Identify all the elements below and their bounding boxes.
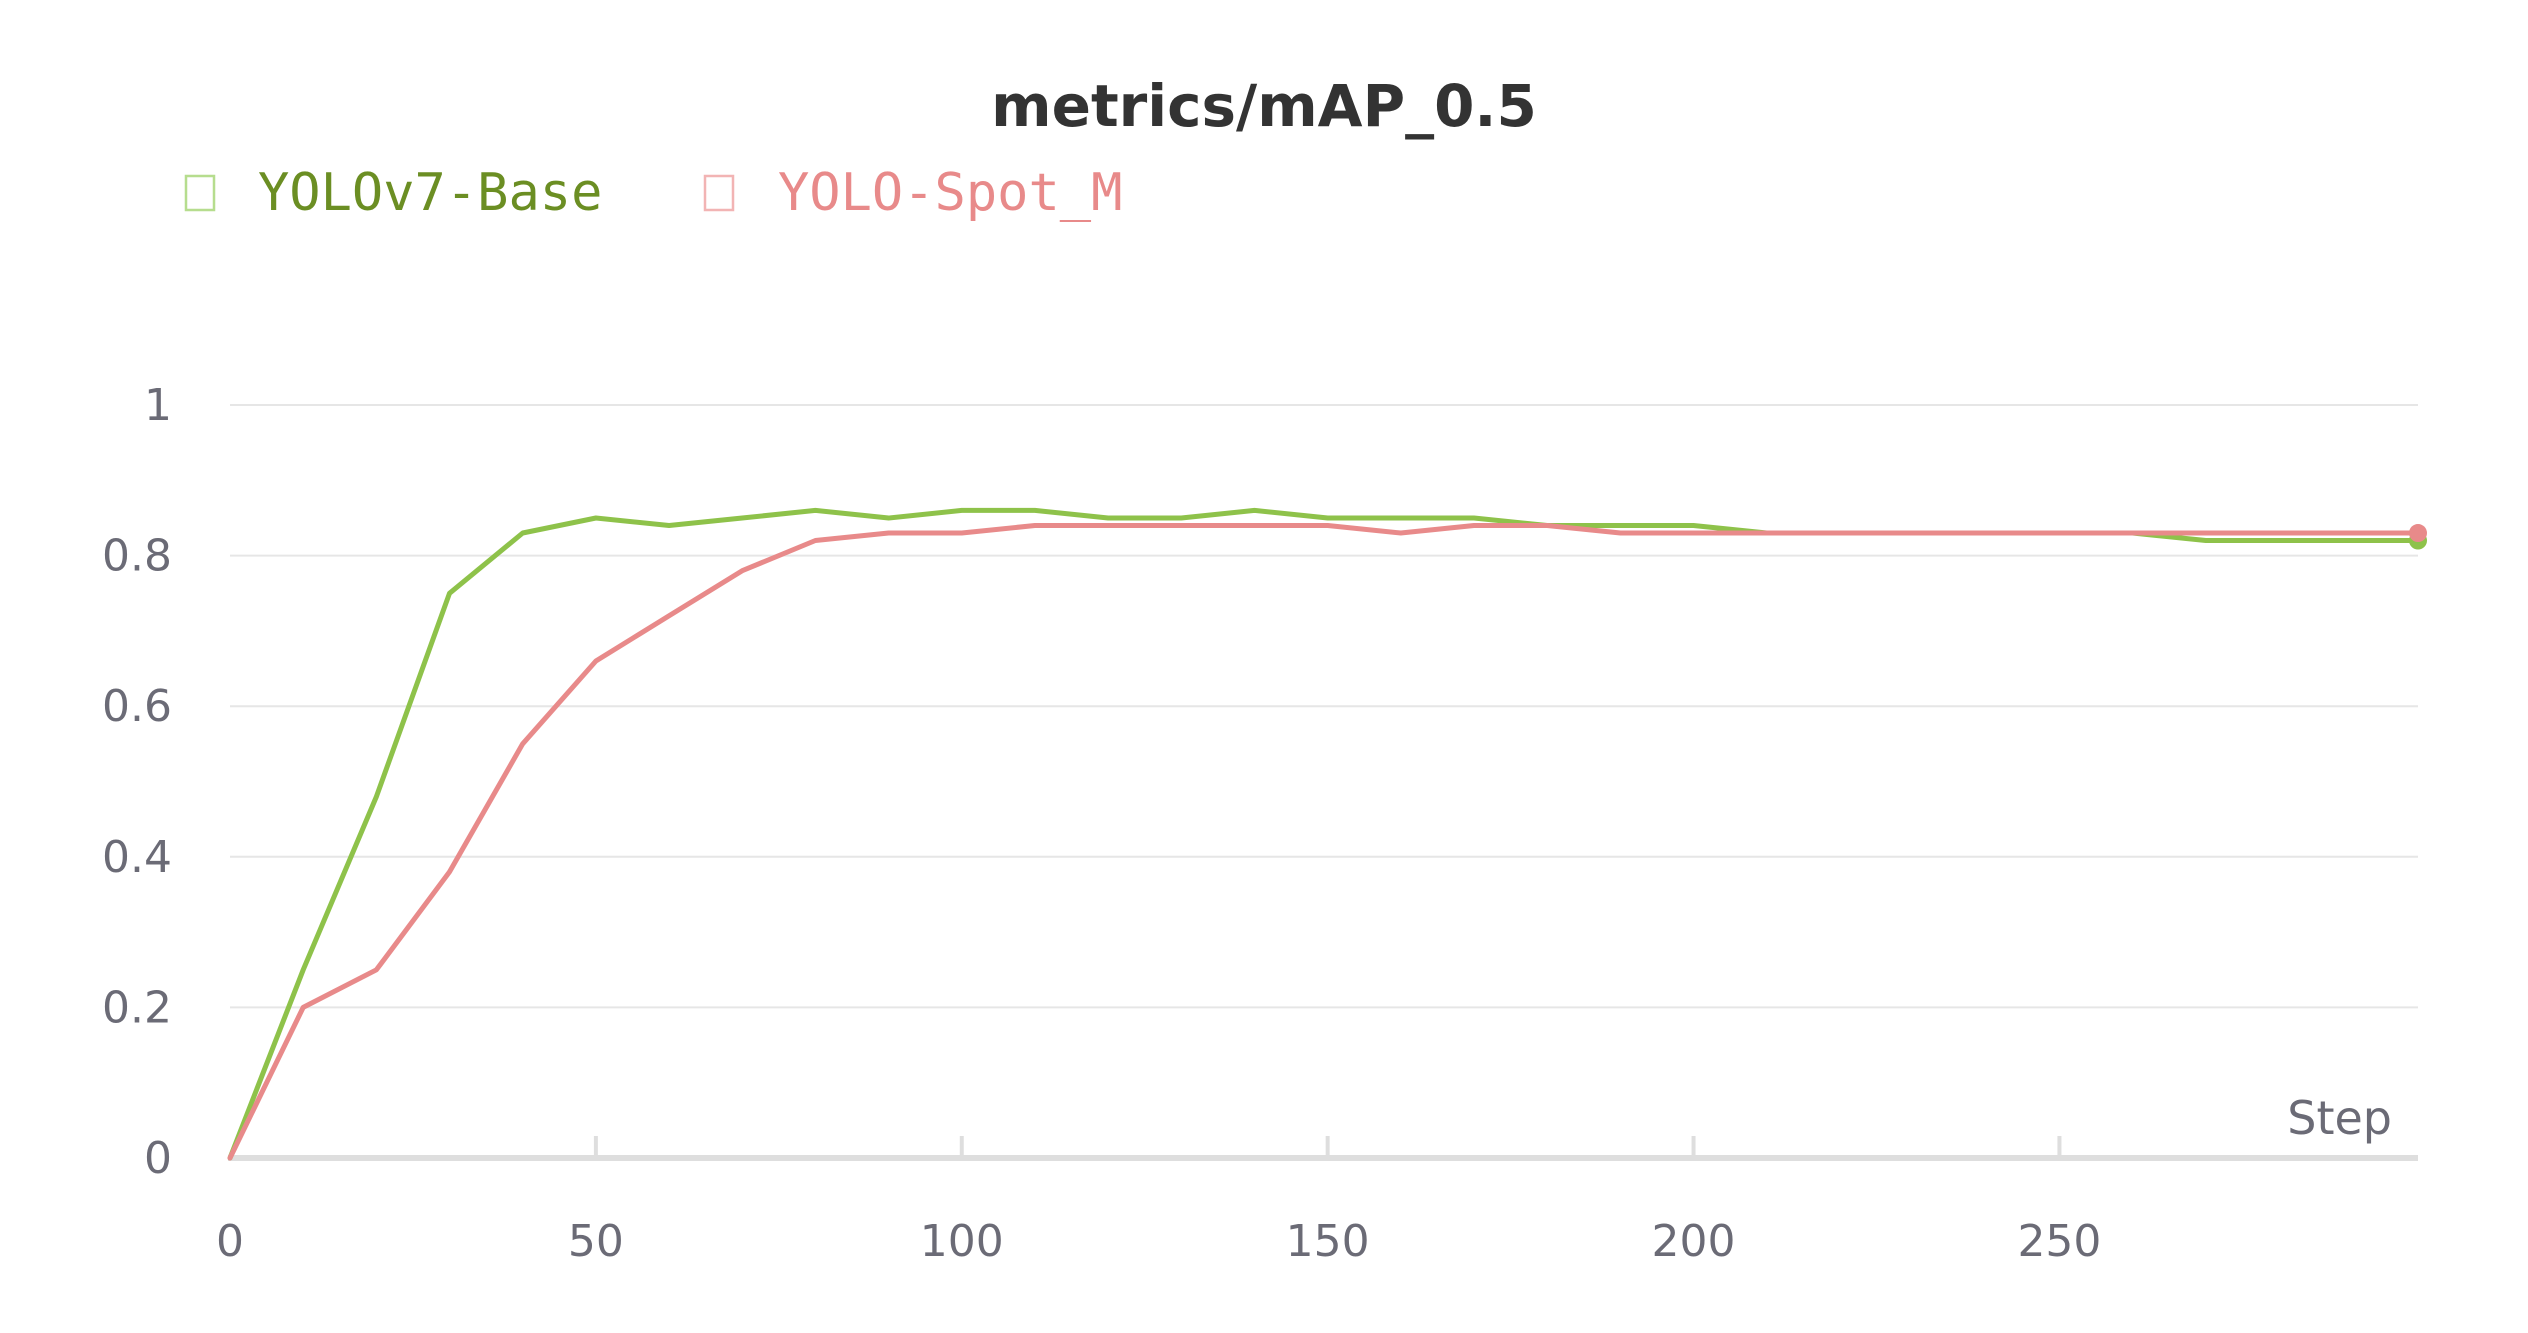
x-axis-title: Step (2287, 1091, 2392, 1145)
x-axis: 0 50 100 150 200 250 (216, 1136, 2101, 1267)
chart-title: metrics/mAP_0.5 (991, 72, 1537, 140)
y-tick-label: 0.8 (102, 531, 172, 582)
y-tick-label: 0.4 (102, 832, 172, 883)
legend-label-yolov7-base[interactable]: YOLOv7-Base (258, 163, 602, 223)
x-tick-label: 150 (1286, 1216, 1370, 1267)
legend[interactable]: YOLOv7-Base YOLO-Spot_M (184, 163, 1122, 223)
series-lines[interactable] (227, 507, 2427, 1161)
y-tick-label: 0.6 (102, 681, 172, 732)
legend-swatch-yolo-spot-m[interactable] (703, 174, 735, 212)
x-tick-label: 0 (216, 1216, 244, 1267)
legend-label-yolo-spot-m[interactable]: YOLO-Spot_M (778, 163, 1122, 223)
y-axis: 0 0.2 0.4 0.6 0.8 1 (102, 380, 172, 1184)
y-tick-label: 0.2 (102, 982, 172, 1033)
series-line-yolo-spot-m[interactable] (227, 523, 2421, 1161)
grid-lines (230, 404, 2418, 1009)
x-tick-label: 50 (568, 1216, 624, 1267)
series-line-yolov7-base[interactable] (227, 507, 2421, 1161)
series-end-point-yolo-spot-m[interactable] (2409, 524, 2427, 543)
x-tick-label: 100 (920, 1216, 1004, 1267)
y-tick-label: 1 (144, 380, 172, 431)
x-tick-label: 200 (1652, 1216, 1736, 1267)
legend-swatch-yolov7-base[interactable] (184, 174, 216, 212)
y-tick-label: 0 (144, 1133, 172, 1184)
x-tick-label: 250 (2017, 1216, 2101, 1267)
